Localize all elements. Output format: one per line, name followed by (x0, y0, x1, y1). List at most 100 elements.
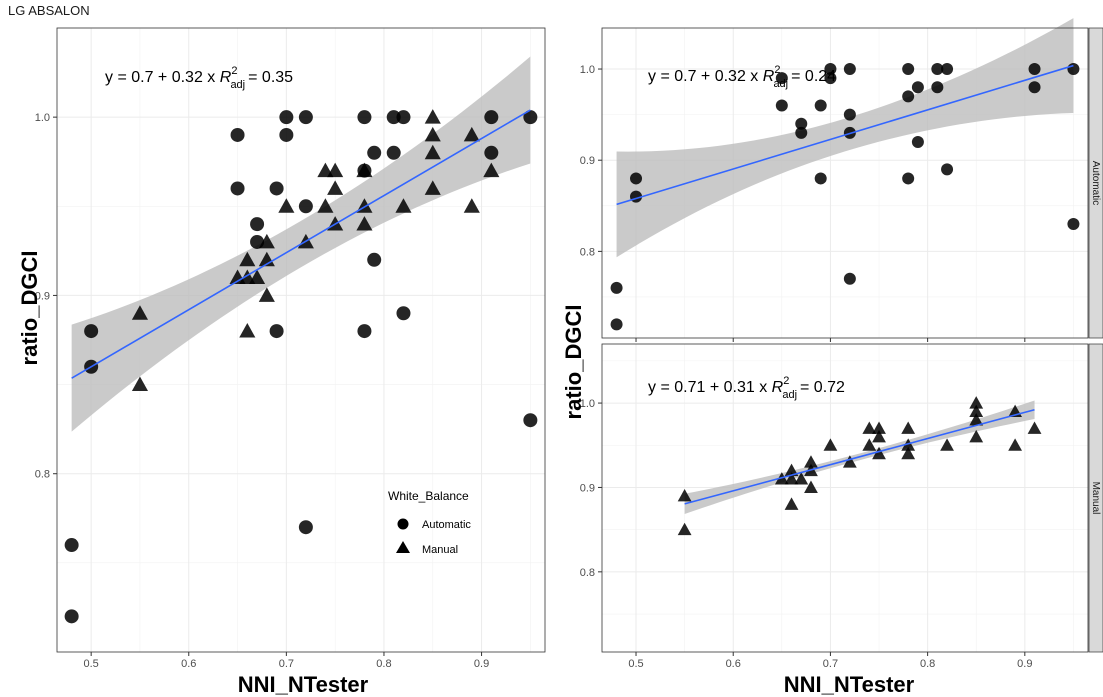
data-point-automatic (902, 90, 915, 103)
data-point-manual (395, 198, 412, 213)
page-title: LG ABSALON (8, 3, 90, 18)
data-point-automatic (824, 63, 837, 76)
x-tick-label: 0.8 (920, 658, 935, 670)
data-point-automatic (1067, 63, 1080, 76)
y-tick-label: 0.8 (580, 567, 595, 579)
data-point-automatic (484, 145, 499, 160)
x-tick-label: 0.5 (628, 658, 643, 670)
data-point-manual (969, 429, 984, 443)
data-point-manual (424, 109, 441, 124)
data-point-automatic (523, 413, 538, 428)
data-point-manual (784, 497, 799, 510)
data-point-automatic (630, 172, 643, 185)
legend-triangle-icon (396, 541, 410, 553)
data-point-automatic (298, 110, 313, 125)
data-point-automatic (1028, 81, 1041, 94)
data-point-manual (862, 421, 877, 434)
data-point-manual (463, 198, 480, 213)
data-point-manual (424, 144, 441, 160)
data-point-automatic (367, 145, 382, 160)
data-point-automatic (775, 99, 788, 112)
data-point-manual (258, 233, 275, 249)
y-tick-label: 1.0 (580, 398, 595, 410)
data-point-manual (804, 480, 818, 493)
data-point-manual (317, 198, 334, 213)
data-point-manual (804, 455, 818, 468)
data-point-automatic (396, 306, 411, 321)
x-tick-label: 0.6 (726, 658, 741, 670)
right-y-axis-title: ratio_DGCI (561, 305, 586, 420)
data-point-manual (677, 488, 692, 502)
data-point-manual (872, 421, 886, 434)
data-point-automatic (386, 145, 401, 160)
data-point-manual (239, 323, 256, 338)
auto-panel-border (601, 27, 1089, 339)
data-point-automatic (941, 63, 954, 76)
data-point-automatic (84, 324, 99, 339)
facet-strip-manual (1088, 343, 1103, 653)
data-point-manual (1027, 421, 1042, 434)
data-point-manual (862, 438, 877, 451)
data-point-automatic (941, 163, 954, 176)
data-point-manual (131, 376, 149, 392)
data-point-manual (131, 305, 149, 320)
data-point-automatic (610, 318, 623, 331)
data-point-automatic (396, 110, 411, 125)
data-point-automatic (1028, 63, 1041, 76)
legend: White_Balance Automatic Manual (388, 489, 471, 556)
data-point-automatic (279, 110, 294, 125)
data-point-manual (677, 522, 692, 536)
y-tick-label: 0.8 (580, 246, 595, 258)
legend-label-manual: Manual (422, 544, 458, 556)
left-x-axis-title: NNI_NTester (238, 672, 369, 697)
data-point-automatic (843, 63, 856, 76)
data-point-automatic (64, 538, 79, 553)
data-point-manual (356, 216, 373, 231)
data-point-manual (239, 251, 256, 267)
automatic-facet-panel: 0.50.60.70.80.90.80.91.0y = 0.7 + 0.32 x… (580, 18, 1089, 356)
data-point-manual (969, 404, 984, 418)
data-point-automatic (298, 520, 313, 535)
y-tick-label: 0.8 (35, 469, 50, 481)
legend-label-automatic: Automatic (422, 519, 471, 531)
left-y-axis-title: ratio_DGCI (17, 251, 42, 366)
data-point-automatic (902, 63, 915, 76)
data-point-automatic (843, 108, 856, 121)
data-point-manual (1008, 438, 1022, 451)
data-point-automatic (279, 127, 294, 142)
data-point-automatic (610, 281, 623, 294)
data-point-automatic (269, 181, 284, 196)
data-point-manual (327, 180, 344, 195)
data-point-automatic (230, 127, 245, 142)
auto-confidence-band (616, 18, 1074, 258)
facet-strip-automatic (1088, 27, 1103, 339)
left-equation-label: y = 0.7 + 0.32 x R2 adj = 0.35 (105, 65, 293, 91)
legend-title: White_Balance (388, 489, 469, 503)
data-point-manual (794, 472, 809, 485)
data-point-automatic (1067, 218, 1080, 231)
data-point-automatic (843, 272, 856, 285)
x-tick-label: 0.6 (181, 658, 196, 670)
data-point-automatic (357, 110, 372, 125)
data-point-automatic (931, 63, 944, 76)
data-point-manual (901, 446, 916, 460)
data-point-automatic (298, 199, 313, 214)
data-point-manual (424, 126, 441, 142)
data-point-manual (249, 269, 266, 285)
data-point-manual (463, 126, 480, 142)
data-point-automatic (484, 110, 499, 125)
manual-equation-label: y = 0.71 + 0.31 x R2 adj = 0.72 (648, 375, 845, 401)
data-point-automatic (64, 609, 79, 624)
manual-facet-panel: 0.5 0.6 0.7 0.8 0.9 0.8 0.9 1.0 y = 0.71 + 0.31 … (580, 343, 1089, 670)
data-point-automatic (386, 110, 401, 125)
data-point-manual (969, 396, 984, 409)
data-point-automatic (814, 172, 827, 185)
y-tick-label: 1.0 (580, 64, 595, 76)
data-point-manual (969, 413, 984, 426)
data-point-automatic (824, 72, 837, 85)
data-point-automatic (269, 324, 284, 339)
data-point-automatic (367, 252, 382, 267)
data-point-automatic (795, 117, 808, 130)
data-point-automatic (775, 72, 788, 85)
